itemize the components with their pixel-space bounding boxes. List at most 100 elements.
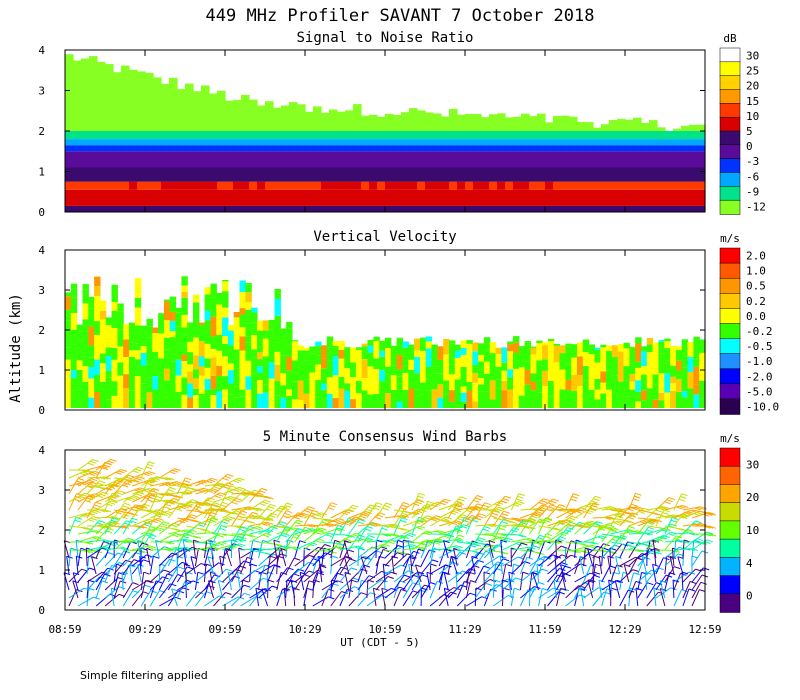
wind-barb-feather — [131, 517, 138, 521]
wind-barb-feather — [419, 525, 426, 529]
wind-barb — [529, 540, 534, 559]
velocity-cell — [123, 324, 130, 340]
snr-cell — [185, 151, 194, 168]
velocity-cell — [111, 310, 118, 328]
velocity-cell — [239, 371, 246, 382]
wind-barb-feather — [539, 506, 546, 510]
wind-barb-feather — [236, 544, 243, 548]
wind-barb — [502, 541, 519, 551]
colorbar-label: -3 — [746, 155, 759, 168]
colorbar-swatch — [719, 61, 741, 77]
velocity-cell — [257, 372, 264, 380]
snr-cell — [201, 139, 210, 146]
velocity-cell — [385, 337, 392, 348]
velocity-cell — [291, 341, 299, 361]
wind-barb-feather — [141, 505, 148, 509]
wind-barb-feather — [593, 571, 601, 575]
wind-barb-feather — [75, 539, 83, 543]
wind-barb — [520, 549, 539, 553]
wind-barb-feather — [220, 504, 227, 508]
velocity-cell — [163, 368, 171, 381]
wind-barb — [519, 518, 531, 535]
wind-barb — [520, 541, 539, 544]
snr-cell — [425, 139, 434, 146]
snr-cell — [577, 151, 586, 168]
velocity-cell — [152, 389, 159, 408]
wind-barb — [276, 546, 295, 551]
velocity-cell — [134, 350, 142, 360]
snr-cell — [681, 145, 690, 152]
wind-barb — [213, 516, 229, 527]
wind-barb — [510, 588, 515, 607]
velocity-cell — [280, 336, 287, 356]
wind-barb-feather — [571, 495, 578, 499]
wind-barb — [453, 548, 458, 567]
wind-barb-feather — [637, 530, 644, 534]
snr-cell — [185, 181, 194, 190]
snr-cell — [81, 131, 90, 140]
snr-cell — [609, 120, 618, 131]
wind-barb-feather — [460, 525, 468, 529]
snr-cell — [161, 145, 170, 152]
velocity-cell — [361, 390, 369, 408]
wind-barb — [447, 570, 463, 583]
wind-barb-feather — [703, 567, 710, 571]
wind-barb — [348, 519, 360, 535]
velocity-cell — [99, 300, 107, 311]
wind-barb — [137, 564, 142, 583]
wind-barb — [357, 557, 367, 575]
snr-cell — [553, 205, 562, 212]
snr-cell — [89, 181, 98, 190]
snr-cell — [569, 131, 578, 140]
wind-barb — [443, 588, 449, 607]
wind-barb — [635, 588, 639, 607]
velocity-cell — [76, 360, 83, 370]
snr-cell — [625, 151, 634, 168]
wind-barb-feather — [443, 518, 450, 522]
snr-cell — [665, 181, 674, 190]
velocity-cell — [495, 347, 502, 355]
snr-cell — [177, 181, 186, 190]
wind-barb-feather — [370, 504, 377, 508]
wind-barb-feather — [572, 493, 580, 497]
velocity-cell — [641, 400, 648, 408]
wind-barb-feather — [300, 513, 307, 517]
wind-barb — [682, 588, 690, 607]
wind-barb-feather — [159, 590, 166, 593]
wind-barb — [140, 461, 150, 479]
snr-cell — [489, 131, 498, 140]
snr-cell — [441, 205, 450, 212]
wind-barb-feather — [545, 518, 553, 522]
velocity-cell — [483, 350, 491, 362]
wind-barb — [646, 540, 651, 559]
snr-cell — [289, 167, 298, 182]
snr-cell — [401, 167, 410, 182]
wind-barb — [560, 564, 567, 583]
velocity-cell — [449, 340, 456, 344]
wind-barb-feather — [358, 547, 366, 551]
snr-cell — [97, 205, 106, 212]
velocity-cell — [222, 376, 229, 390]
wind-barb — [219, 556, 223, 575]
snr-cell — [265, 101, 274, 131]
velocity-cell — [169, 361, 177, 380]
velocity-cell — [513, 342, 520, 353]
wind-barb-feather — [635, 492, 642, 496]
velocity-cell — [559, 389, 566, 408]
wind-barb-feather — [183, 483, 190, 487]
velocity-cell — [129, 390, 136, 408]
velocity-cell — [408, 388, 415, 408]
snr-cell — [257, 189, 266, 206]
velocity-cell — [257, 320, 264, 331]
velocity-cell — [251, 373, 258, 383]
velocity-cell — [239, 314, 246, 328]
velocity-cell — [181, 285, 188, 292]
wind-barb — [384, 552, 398, 567]
wind-barb-feather — [225, 484, 232, 488]
wind-barb — [393, 589, 402, 607]
velocity-cell — [524, 341, 531, 346]
wind-barb-feather — [660, 588, 667, 592]
wind-barb-feather — [94, 504, 101, 508]
footnote: Simple filtering applied — [80, 669, 208, 682]
wind-barb-feather — [162, 500, 169, 504]
